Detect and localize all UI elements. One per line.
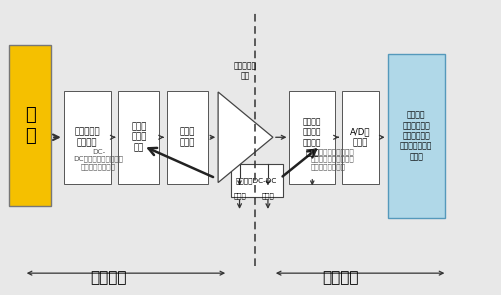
- Text: DC-
DC产生的双极性电源为
隔离前端电源供电: DC- DC产生的双极性电源为 隔离前端电源供电: [74, 149, 124, 170]
- FancyBboxPatch shape: [290, 91, 335, 184]
- Text: 隔离后端: 隔离后端: [322, 270, 358, 285]
- Text: 模拟低
通滤波
电路: 模拟低 通滤波 电路: [131, 122, 147, 152]
- Text: 人
体: 人 体: [25, 106, 36, 145]
- FancyBboxPatch shape: [118, 91, 159, 184]
- Text: 前级地: 前级地: [233, 193, 246, 199]
- Text: 模拟隔离放
大器: 模拟隔离放 大器: [234, 61, 257, 80]
- FancyBboxPatch shape: [9, 45, 51, 206]
- FancyBboxPatch shape: [342, 91, 379, 184]
- Text: 带隔离的DC-DC: 带隔离的DC-DC: [236, 177, 278, 184]
- Text: 隔离前端: 隔离前端: [90, 270, 127, 285]
- Text: 主处理器
（负责数据采
集、存储、显
示、打印等所有
事务）: 主处理器 （负责数据采 集、存储、显 示、打印等所有 事务）: [400, 111, 432, 161]
- Text: A/D转
换电路: A/D转 换电路: [350, 127, 371, 147]
- Text: 生物电信号
放大电路: 生物电信号 放大电路: [75, 127, 100, 147]
- Text: 隔离后的电路由于模拟
隔离隔离放大器的存在
也需要双极性电源: 隔离后的电路由于模拟 隔离隔离放大器的存在 也需要双极性电源: [310, 148, 354, 170]
- FancyBboxPatch shape: [230, 163, 283, 197]
- FancyBboxPatch shape: [167, 91, 207, 184]
- Polygon shape: [218, 92, 273, 183]
- FancyBboxPatch shape: [64, 91, 111, 184]
- FancyBboxPatch shape: [387, 54, 445, 218]
- Text: 三阶有源
巴特沃斯
模拟低通
滤波器: 三阶有源 巴特沃斯 模拟低通 滤波器: [303, 117, 322, 157]
- Text: 模拟驱
放电路: 模拟驱 放电路: [179, 127, 195, 147]
- Text: 后级地: 后级地: [262, 193, 275, 199]
